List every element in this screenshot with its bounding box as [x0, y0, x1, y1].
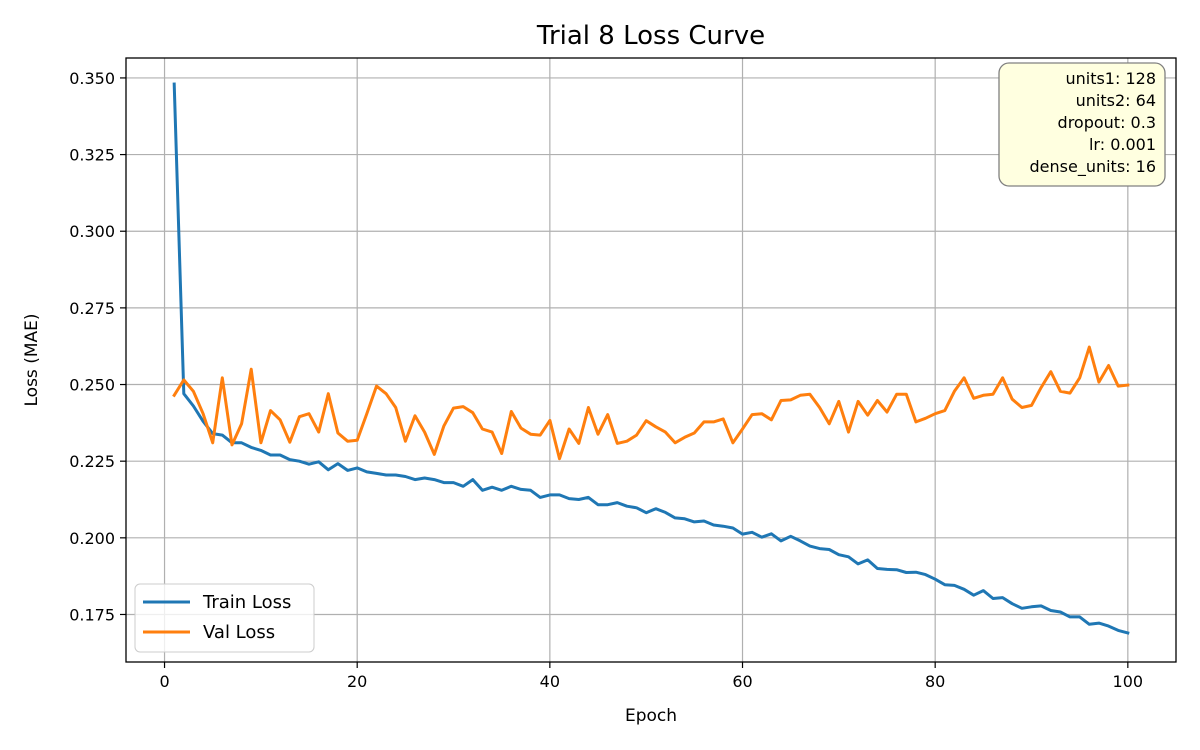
hyperparameter-box: units1: 128 units2: 64 dropout: 0.3 lr: …: [998, 62, 1166, 187]
series-line-train-loss: [172, 82, 1130, 635]
y-tick-label: 0.275: [69, 299, 115, 318]
series-layer: [172, 82, 1130, 635]
hyperparameter-dense-units: dense_units: 16: [1030, 157, 1157, 177]
x-tick-label: 60: [732, 672, 752, 691]
x-tick-label: 0: [159, 672, 169, 691]
y-tick-label: 0.325: [69, 146, 115, 165]
y-tick-label: 0.175: [69, 605, 115, 624]
legend-label-val: Val Loss: [203, 622, 275, 643]
hyperparameter-lr: lr: 0.001: [1089, 135, 1156, 154]
y-tick-label: 0.250: [69, 376, 115, 395]
x-tick-label: 40: [540, 672, 560, 691]
y-tick-label: 0.350: [69, 69, 115, 88]
legend: Train Loss Val Loss: [134, 583, 315, 653]
x-tick-label: 100: [1113, 672, 1144, 691]
chart-title: Trial 8 Loss Curve: [536, 21, 765, 51]
series-line-val-loss: [172, 345, 1130, 461]
legend-label-train: Train Loss: [202, 592, 291, 613]
y-tick-label: 0.300: [69, 222, 115, 241]
x-axis-label: Epoch: [625, 706, 677, 726]
y-axis-label: Loss (MAE): [22, 314, 42, 407]
x-tick-label: 80: [925, 672, 945, 691]
y-tick-label: 0.200: [69, 529, 115, 548]
hyperparameter-units2: units2: 64: [1076, 91, 1156, 110]
hyperparameter-dropout: dropout: 0.3: [1058, 113, 1156, 132]
hyperparameter-box-bg: [998, 62, 1166, 187]
x-tick-label: 20: [347, 672, 367, 691]
y-tick-label: 0.225: [69, 452, 115, 471]
tick-layer: 0 20 40 60 80 100 0.175 0.200 0.225 0.250 0.275 0.3…: [69, 69, 1143, 691]
hyperparameter-units1: units1: 128: [1065, 69, 1156, 88]
plot-frame: [125, 57, 1177, 663]
